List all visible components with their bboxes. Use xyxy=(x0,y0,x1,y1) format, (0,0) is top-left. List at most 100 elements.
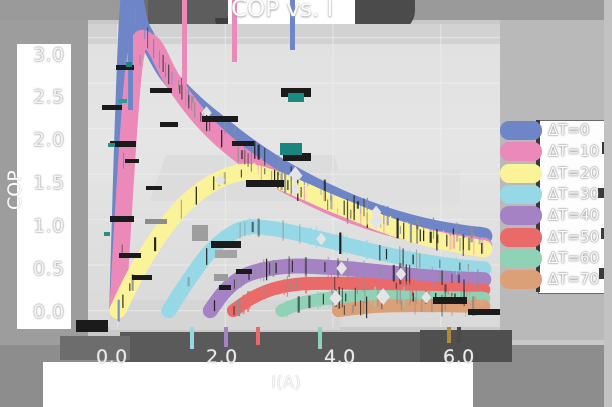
streak xyxy=(196,187,197,205)
streak xyxy=(295,301,296,309)
streak xyxy=(453,259,454,272)
artifact-teal-3 xyxy=(108,143,115,147)
streak xyxy=(209,122,210,131)
artifact-grey-2 xyxy=(192,225,208,241)
y-axis-label: COP xyxy=(4,170,26,210)
legend-item-2[interactable]: ΔT=20 xyxy=(498,163,612,184)
streak xyxy=(165,63,166,78)
streak xyxy=(311,278,312,290)
axis-spill-artifact xyxy=(457,327,461,343)
streak xyxy=(355,288,356,306)
streak xyxy=(337,202,338,208)
streak xyxy=(178,80,179,90)
streak xyxy=(442,270,443,285)
artifact-slab-17 xyxy=(236,269,252,274)
streak xyxy=(479,226,481,244)
streak xyxy=(443,230,444,252)
streak xyxy=(245,298,246,308)
streak xyxy=(129,283,130,291)
artifact-slab-2 xyxy=(102,105,122,110)
streak xyxy=(260,262,261,281)
streak xyxy=(320,182,321,195)
streak xyxy=(456,257,457,275)
legend-label: ΔT=20 xyxy=(548,164,599,182)
legend-item-0[interactable]: ΔT=0 xyxy=(498,120,612,141)
streak xyxy=(469,295,470,302)
streak xyxy=(243,295,245,314)
legend-swatch xyxy=(500,206,542,225)
streak xyxy=(241,170,242,178)
artifact-slab-16 xyxy=(211,241,241,248)
legend-item-4[interactable]: ΔT=40 xyxy=(498,205,612,226)
streak xyxy=(311,297,312,306)
artifact-grey-1 xyxy=(145,219,167,224)
streak xyxy=(320,292,321,308)
legend-item-1[interactable]: ΔT=10 xyxy=(498,141,612,162)
chart-title: COP vs. I xyxy=(231,0,333,22)
streak xyxy=(144,26,145,40)
streak xyxy=(292,261,293,273)
streak xyxy=(234,171,235,179)
streak xyxy=(297,183,298,193)
streak xyxy=(269,263,270,275)
streak xyxy=(481,291,482,306)
streak xyxy=(185,89,186,106)
streak xyxy=(247,291,249,312)
streak xyxy=(379,245,380,261)
streak xyxy=(360,300,361,315)
streak xyxy=(363,199,364,217)
streak xyxy=(473,235,474,255)
streak xyxy=(409,265,410,285)
streak xyxy=(331,273,332,293)
streak xyxy=(254,292,255,303)
artifact-teal-2 xyxy=(118,99,127,103)
legend-item-5[interactable]: ΔT=50 xyxy=(498,227,612,248)
streak xyxy=(396,283,397,289)
legend-item-3[interactable]: ΔT=30 xyxy=(498,184,612,205)
streak xyxy=(432,267,433,288)
streak xyxy=(396,251,397,261)
streak xyxy=(415,297,416,315)
streak xyxy=(251,153,252,172)
artifact-slab-20 xyxy=(468,309,500,315)
streak xyxy=(371,290,372,304)
artifact-teal-6 xyxy=(288,93,304,102)
streak xyxy=(354,279,355,288)
artifact-teal-1 xyxy=(126,62,132,67)
streak xyxy=(363,246,364,253)
streak xyxy=(446,235,447,247)
streak xyxy=(212,302,213,315)
streak xyxy=(363,301,364,314)
streak xyxy=(249,218,250,237)
streak xyxy=(428,281,430,295)
streak xyxy=(287,276,288,297)
streak xyxy=(232,280,234,291)
legend-item-7[interactable]: ΔT=70 xyxy=(498,269,612,290)
streak xyxy=(370,281,372,288)
streak xyxy=(343,234,344,255)
streak xyxy=(305,275,307,294)
streak xyxy=(401,301,402,311)
streak xyxy=(118,300,120,322)
streak xyxy=(453,235,455,249)
streak xyxy=(411,302,412,309)
streak xyxy=(354,204,355,221)
streak xyxy=(400,226,401,234)
streak xyxy=(458,275,460,283)
streak xyxy=(213,176,214,190)
artifact-slab-11 xyxy=(202,116,238,122)
ytick-25: 2.5 xyxy=(33,86,65,108)
streak xyxy=(363,276,364,291)
streak xyxy=(336,234,337,252)
streak xyxy=(221,130,222,147)
streak xyxy=(345,293,346,301)
screenshot-root: COP vs. I 3.0 2.5 2.0 1.5 1.0 0.5 0.0 CO… xyxy=(0,0,612,407)
streak xyxy=(289,256,290,277)
streak xyxy=(422,273,423,279)
streak xyxy=(130,125,132,141)
streak xyxy=(374,287,376,307)
streak xyxy=(416,225,417,244)
legend-item-6[interactable]: ΔT=60 xyxy=(498,248,612,269)
streak xyxy=(403,248,404,266)
streak xyxy=(459,263,460,271)
